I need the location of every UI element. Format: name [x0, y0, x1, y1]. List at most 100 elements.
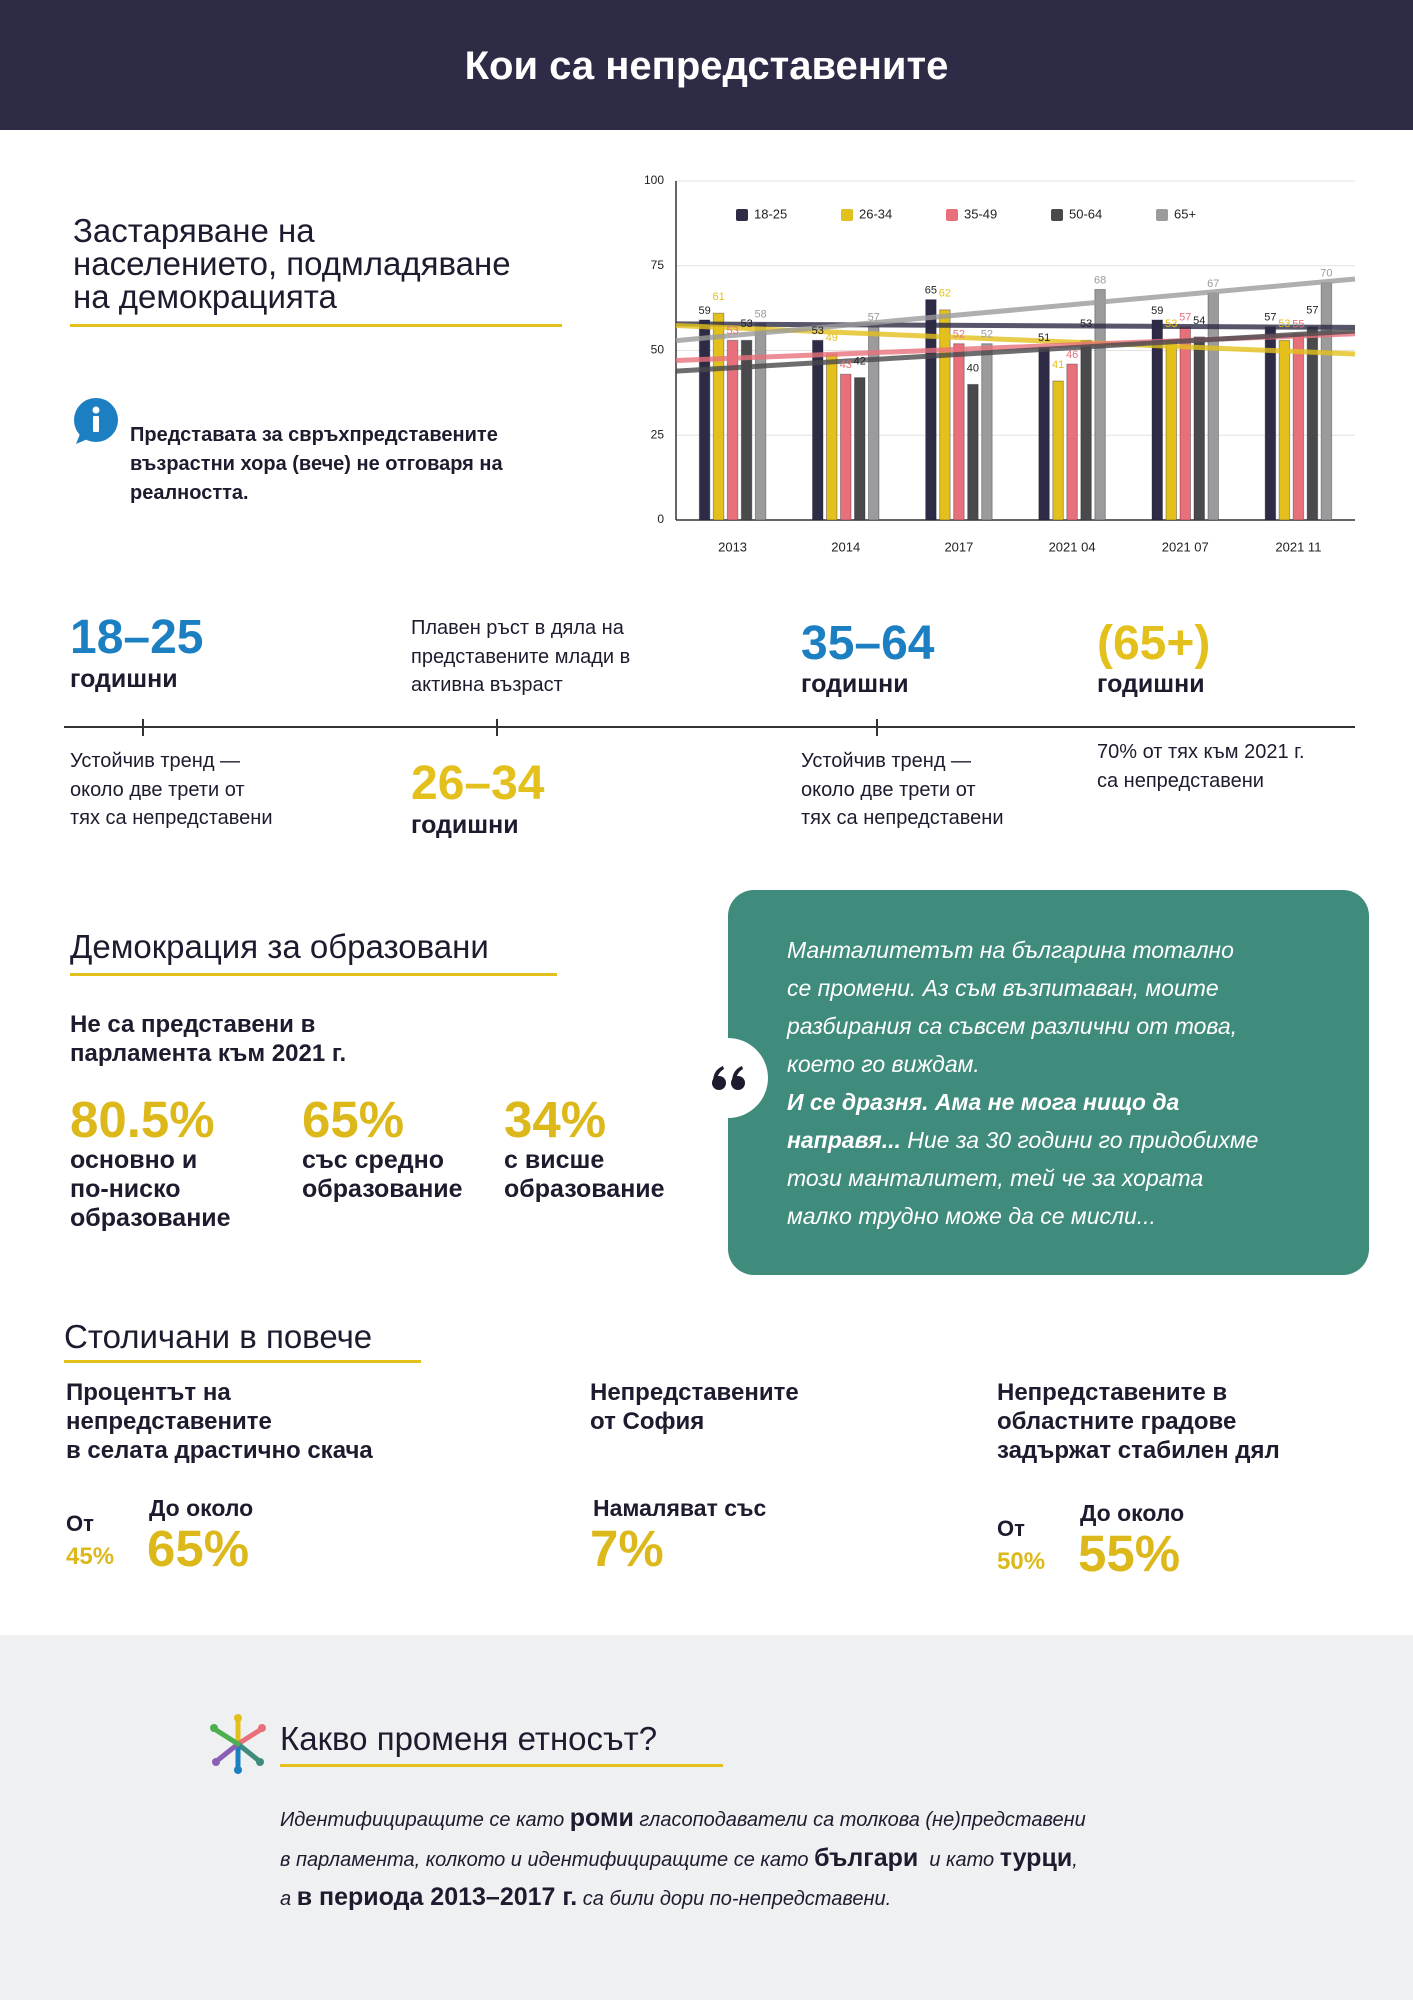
title-line: Застаряване на	[73, 212, 315, 249]
text-segment: се промени. Аз съм възпитаван, моите	[787, 975, 1219, 1001]
bar	[1193, 336, 1205, 521]
range-unit: годишни	[1097, 670, 1205, 698]
text-line: направя... Ние за 30 години го придобихм…	[787, 1121, 1258, 1159]
quote-box	[728, 890, 1369, 1275]
to-label: До около	[149, 1495, 254, 1521]
value-label: 55	[1292, 318, 1304, 330]
bar	[754, 322, 767, 521]
subtitle-line: парламента към 2021 г.	[70, 1040, 347, 1067]
note-line: Устойчив тренд —	[801, 750, 972, 772]
bar	[740, 339, 753, 521]
legend-label: 35-49	[964, 206, 997, 221]
text-segment: Ние за 30 години го придобихме	[900, 1127, 1259, 1153]
bar	[1278, 339, 1291, 521]
value-label: 43	[840, 359, 852, 371]
legend-swatch	[736, 209, 748, 221]
from-value: 45%	[66, 1543, 115, 1570]
range-label: 35–64	[801, 617, 935, 670]
text-line: което го виждам.	[787, 1045, 1258, 1083]
range-label: (65+)	[1097, 617, 1211, 670]
range-note: Устойчив тренд — около две трети от тях са…	[801, 747, 1004, 833]
stat-label-line: с висше	[504, 1146, 605, 1174]
heading-line: непредставените	[66, 1408, 272, 1435]
value-label: 65	[925, 285, 937, 297]
text-segment: и като	[918, 1848, 1000, 1871]
note-line: около две трети от	[801, 778, 976, 801]
bar	[925, 299, 937, 521]
icon-shape	[93, 416, 99, 432]
note-line: около две трети от	[70, 778, 245, 801]
value-label: 61	[712, 291, 724, 303]
legend-swatch	[1156, 209, 1168, 221]
bar	[812, 339, 824, 521]
page-title: Кои са непредставените	[464, 44, 949, 88]
x-tick-label: 2013	[718, 539, 747, 554]
value-label: 51	[1038, 332, 1050, 344]
text-line: разбирания са съвсем различни от това,	[787, 1007, 1258, 1045]
note-line: активна възраст	[411, 674, 563, 696]
icon-shape	[234, 1714, 242, 1722]
text-segment: българи	[814, 1843, 919, 1872]
text-line: този манталитет, тей че за хората	[787, 1159, 1258, 1197]
stat-label: със средно образование	[302, 1146, 463, 1204]
legend-label: 18-25	[754, 206, 787, 221]
value-label: 46	[1066, 349, 1078, 361]
text-segment: този манталитет, тей че за хората	[787, 1165, 1204, 1191]
trend-line	[675, 321, 1356, 330]
bar	[1320, 282, 1333, 521]
ethnos-text: Идентифициращите се като роми гласоподав…	[280, 1800, 1086, 1919]
range-unit: годишни	[411, 811, 519, 839]
x-tick-label: 2021 11	[1275, 539, 1321, 554]
note-line: 70% от тях към 2021 г.	[1097, 741, 1305, 763]
bar	[1052, 380, 1064, 521]
legend-label: 26-34	[859, 206, 892, 221]
text-line: Идентифициращите се като роми гласоподав…	[280, 1800, 1086, 1840]
bar	[967, 383, 979, 521]
from-label: От	[66, 1511, 94, 1536]
y-tick-label: 0	[657, 512, 664, 526]
chart: 0 25 50 75 100 2013 2014 2017 2021 04 2021 07 2021…	[644, 173, 1356, 554]
value-label: 67	[1207, 278, 1219, 290]
stat-value: 80.5%	[70, 1091, 215, 1148]
text-segment: са били дори по-непредставени.	[577, 1888, 892, 1910]
range-label: 18–25	[70, 611, 204, 664]
underline	[70, 324, 562, 327]
bar	[854, 377, 866, 521]
stat-label-line: образование	[70, 1204, 231, 1232]
bar	[698, 319, 711, 521]
value-label: 54	[1193, 315, 1205, 327]
value-label: 52	[953, 329, 965, 341]
icon-shape	[210, 1724, 218, 1732]
underline	[64, 1360, 421, 1363]
text-segment: в парламента, колкото и идентифициращите…	[280, 1848, 815, 1871]
icon-shape	[76, 434, 90, 444]
bar	[712, 312, 725, 521]
icon-shape	[713, 1066, 724, 1082]
x-tick-label: 2017	[944, 539, 973, 554]
bar	[1306, 326, 1319, 521]
text-segment: роми	[569, 1804, 634, 1832]
bar	[1151, 319, 1163, 521]
heading-line: областните градове	[997, 1408, 1237, 1435]
footer-band	[0, 1635, 1413, 2000]
text-segment: което го виждам.	[787, 1051, 980, 1077]
ethnos-icon	[210, 1714, 266, 1774]
legend-swatch	[1051, 209, 1063, 221]
value-label: 53	[740, 318, 752, 330]
text-segment: И се дразня. Ама не мога нищо да	[787, 1089, 1180, 1115]
value-label: 57	[868, 312, 880, 324]
to-value: 7%	[590, 1520, 664, 1577]
text-segment: Идентифициращите се като	[280, 1809, 570, 1831]
heading-line: задържат стабилен дял	[997, 1437, 1280, 1464]
text-segment: направя...	[787, 1127, 901, 1153]
bar	[868, 326, 880, 521]
heading-line: от София	[590, 1408, 705, 1435]
trend-line	[675, 276, 1356, 344]
value-label: 57	[1179, 312, 1191, 324]
section-title: Какво променя етносът?	[280, 1720, 658, 1757]
bar	[1066, 363, 1078, 521]
legend-label: 65+	[1174, 206, 1196, 221]
icon-shape	[258, 1724, 266, 1732]
legend-swatch	[841, 209, 853, 221]
subtitle: Не са представени в парламента към 2021 г…	[70, 1010, 346, 1068]
